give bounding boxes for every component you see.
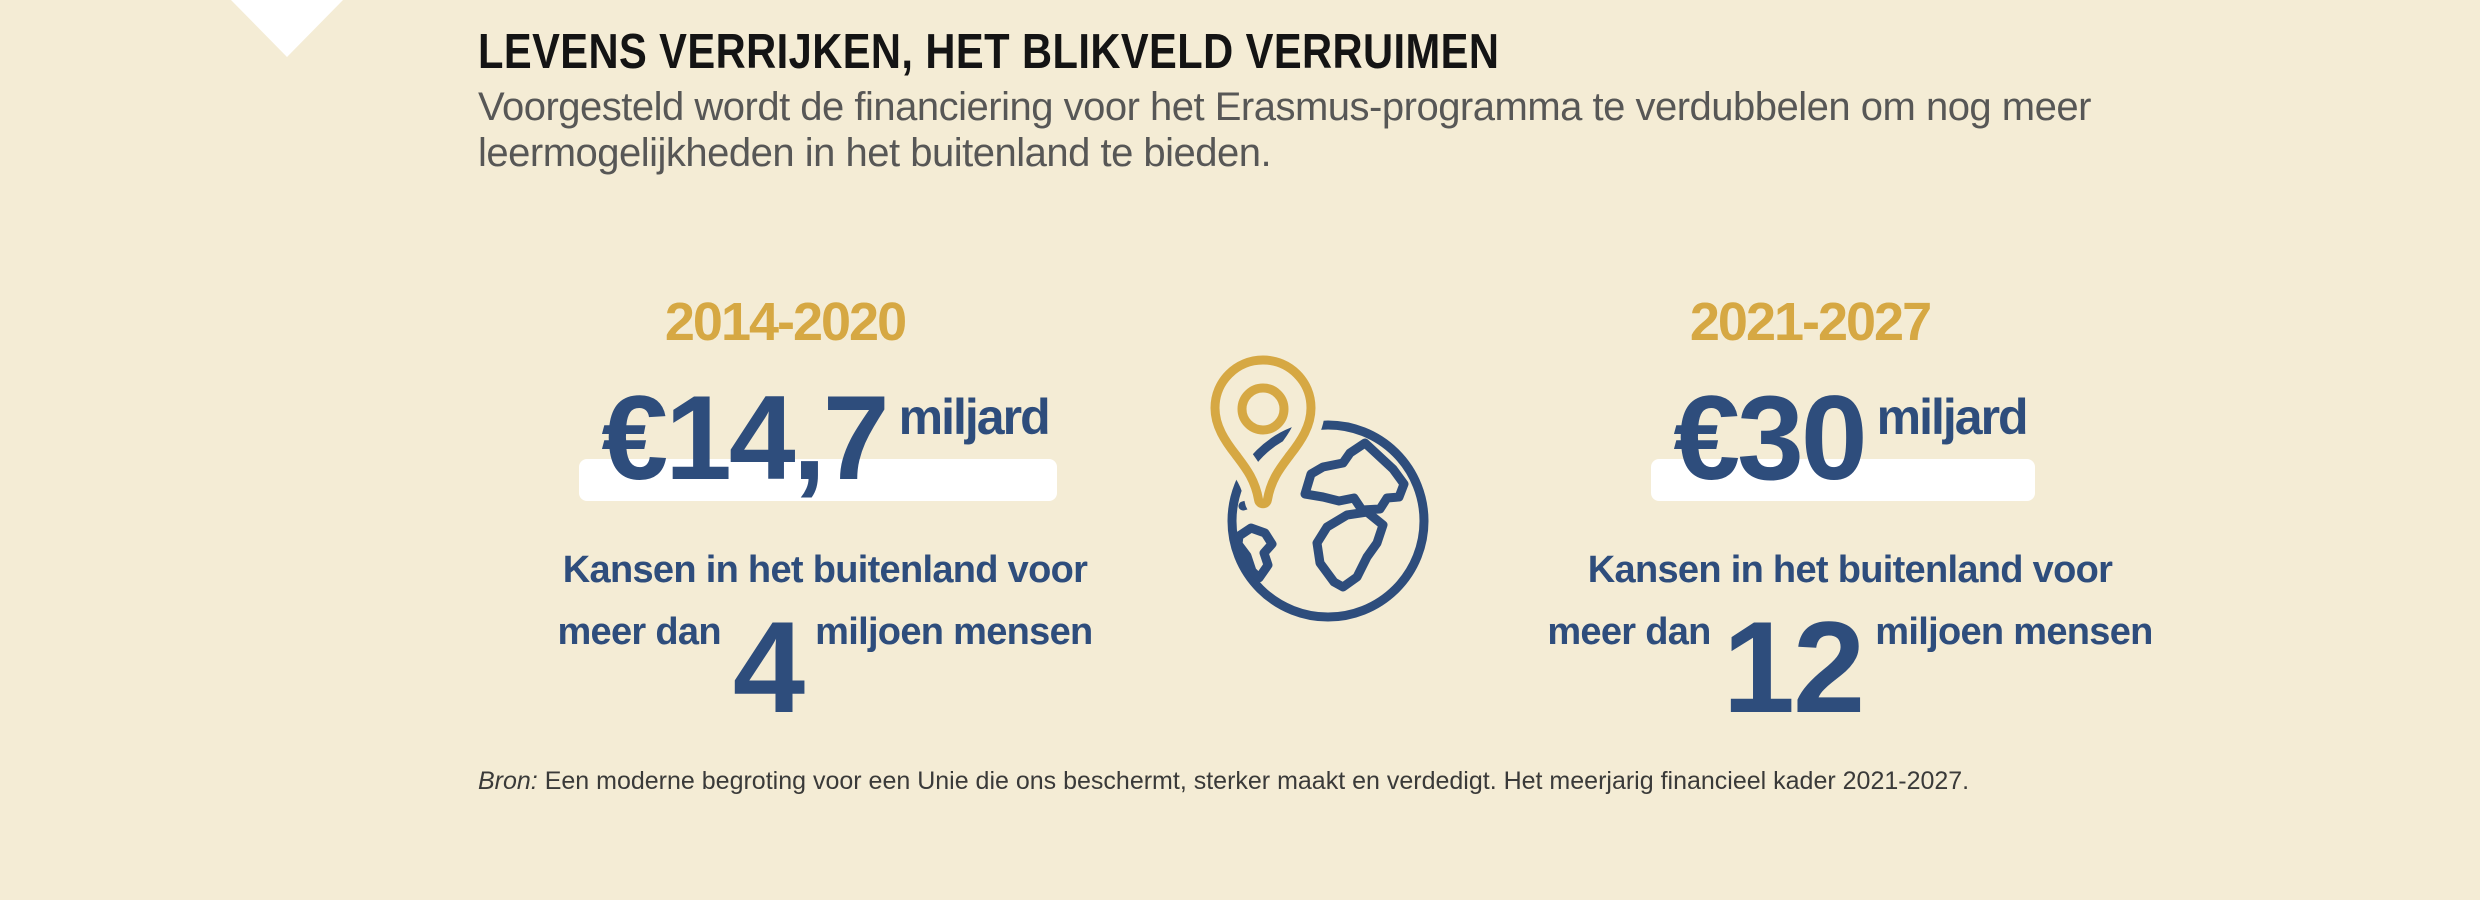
budget-amount: €30 miljard [1651,371,2035,505]
white-highlight-bar [579,459,1057,501]
caption-line1: Kansen in het buitenland voor [1587,549,2113,591]
people-caption: Kansen in het buitenland voor meer dan12… [1530,542,2170,740]
caption-line2: meer dan4 miljoen mensen [557,594,1093,740]
budget-amount-row: €30 miljard [1530,371,2170,505]
white-highlight-bar [1651,459,2035,501]
decorative-triangle [231,0,343,57]
globe-with-location-pin-icon [1205,352,1429,622]
budget-unit: miljard [1876,389,2029,445]
period-label: 2014-2020 [664,292,907,352]
caption-line1: Kansen in het buitenland voor [562,549,1088,591]
stat-2014-2020: 2014-2020 €14,7 miljard Kansen in het bu… [505,295,1145,740]
caption-line2: meer dan12 miljoen mensen [1547,594,2153,740]
page-title: LEVENS VERRIJKEN, HET BLIKVELD VERRUIMEN [478,25,1500,79]
location-pin-icon [1210,355,1316,509]
caption-suffix: miljoen mensen [815,611,1093,653]
caption-prefix: meer dan [1547,611,1711,653]
budget-value: €30 [1673,371,1867,505]
source-label: Bron: [478,767,538,795]
period-label: 2021-2027 [1689,292,1932,352]
budget-amount-row: €14,7 miljard [505,371,1145,505]
stat-2021-2027: 2021-2027 €30 miljard Kansen in het buit… [1530,295,2170,740]
caption-suffix: miljoen mensen [1875,611,2153,653]
people-caption: Kansen in het buitenland voor meer dan4 m… [505,542,1145,740]
source-line: Bron: Een moderne begroting voor een Uni… [478,766,1969,796]
budget-amount: €14,7 miljard [579,371,1057,505]
globe-icon [1227,420,1429,622]
budget-value: €14,7 [601,371,889,505]
page-subtitle: Voorgesteld wordt de financiering voor h… [478,85,2091,175]
source-text: Een moderne begroting voor een Unie die … [544,767,1970,795]
caption-prefix: meer dan [557,611,721,653]
budget-unit: miljard [898,389,1051,445]
